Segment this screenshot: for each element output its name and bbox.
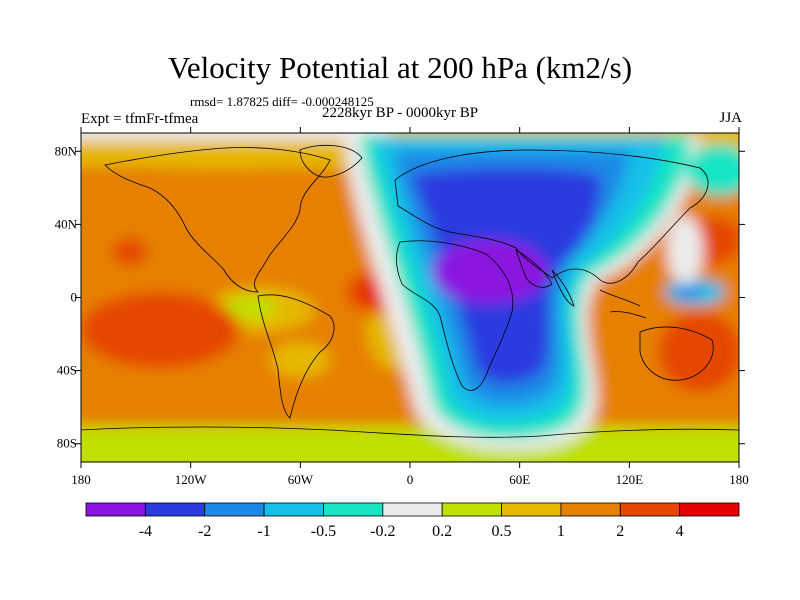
lat-tick-label: 0 bbox=[71, 290, 78, 305]
colorbar-label: 0.5 bbox=[492, 523, 512, 540]
season-label: JJA bbox=[719, 110, 742, 126]
colorbar-swatch bbox=[263, 502, 324, 517]
colorbar: -4 -2 -1 -0.5 -0.2 0.2 0.5 1 2 4 bbox=[85, 502, 740, 540]
lon-tick-label: 120W bbox=[175, 472, 208, 487]
lat-tick-label: 40N bbox=[55, 216, 78, 231]
colorbar-swatch bbox=[619, 502, 681, 517]
lat-tick-label: 40S bbox=[57, 363, 77, 378]
colorbar-swatch bbox=[204, 502, 265, 517]
colorbar-label: 2 bbox=[616, 523, 624, 540]
colorbar-label: 0.2 bbox=[432, 523, 452, 540]
colorbar-label: -4 bbox=[139, 523, 152, 540]
colorbar-label: 4 bbox=[676, 523, 684, 540]
lon-tick-label: 180 bbox=[729, 472, 749, 487]
colorbar-label: -0.2 bbox=[370, 523, 395, 540]
colorbar-label: -2 bbox=[198, 523, 211, 540]
lon-tick-label: 120E bbox=[616, 472, 644, 487]
lat-tick-label: 80S bbox=[57, 436, 77, 451]
colorbar-label: 1 bbox=[557, 523, 565, 540]
colorbar-swatch bbox=[382, 502, 443, 517]
axis-ticks: 180 120W 60W 0 60E 120E 180 80N 40N 0 40S 80S bbox=[55, 127, 749, 487]
colorbar-label: -0.5 bbox=[311, 523, 336, 540]
colorbar-swatch bbox=[679, 502, 740, 517]
lon-tick-label: 60W bbox=[288, 472, 314, 487]
lat-tick-label: 80N bbox=[55, 143, 78, 158]
experiment-label: Expt = tfmFr-tfmea bbox=[81, 111, 199, 127]
contour-field bbox=[81, 133, 739, 462]
stats-label: rmsd= 1.87825 diff= -0.000248125 bbox=[190, 94, 374, 109]
colorbar-swatch bbox=[560, 502, 621, 517]
lon-tick-label: 180 bbox=[71, 472, 91, 487]
coastlines bbox=[81, 145, 739, 438]
lon-tick-label: 60E bbox=[509, 472, 530, 487]
lon-tick-label: 0 bbox=[407, 472, 414, 487]
colorbar-swatch bbox=[441, 502, 502, 517]
colorbar-swatch bbox=[85, 502, 146, 517]
colorbar-swatch bbox=[501, 502, 562, 517]
period-label: 2228kyr BP - 0000kyr BP bbox=[321, 105, 479, 121]
colorbar-swatch bbox=[323, 502, 384, 517]
colorbar-swatch bbox=[144, 502, 206, 517]
map-title: Velocity Potential at 200 hPa (km2/s) bbox=[167, 50, 633, 85]
colorbar-label: -1 bbox=[257, 523, 270, 540]
